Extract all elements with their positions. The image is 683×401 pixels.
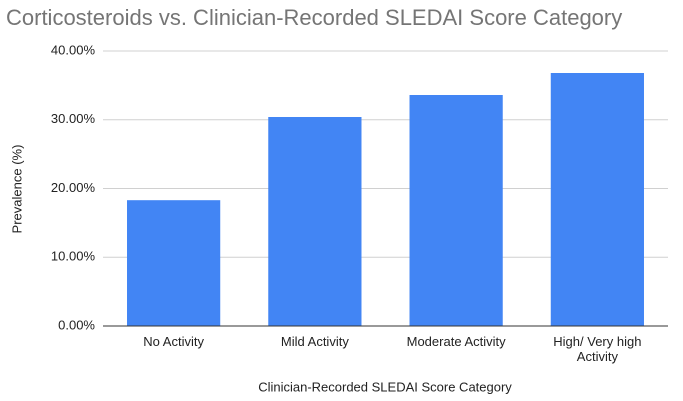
x-tick-label: High/ Very high Activity [553,334,642,364]
x-tick-label: No Activity [143,334,204,349]
y-tick-label: 10.00% [51,249,96,264]
y-tick-label: 0.00% [58,317,95,332]
y-tick-label: 40.00% [51,42,96,57]
bar [550,73,644,326]
y-tick-label: 30.00% [51,111,96,126]
bar [268,117,362,326]
bar [409,95,503,326]
x-tick-label: Moderate Activity [406,334,506,349]
y-tick-label: 20.00% [51,180,96,195]
x-axis-label: Clinician-Recorded SLEDAI Score Category [258,379,512,394]
bar [127,200,221,326]
chart-title: Corticosteroids vs. Clinician-Recorded S… [6,5,622,30]
x-tick-label: Mild Activity [280,334,349,349]
y-axis-label: Prevalence (%) [9,145,24,234]
